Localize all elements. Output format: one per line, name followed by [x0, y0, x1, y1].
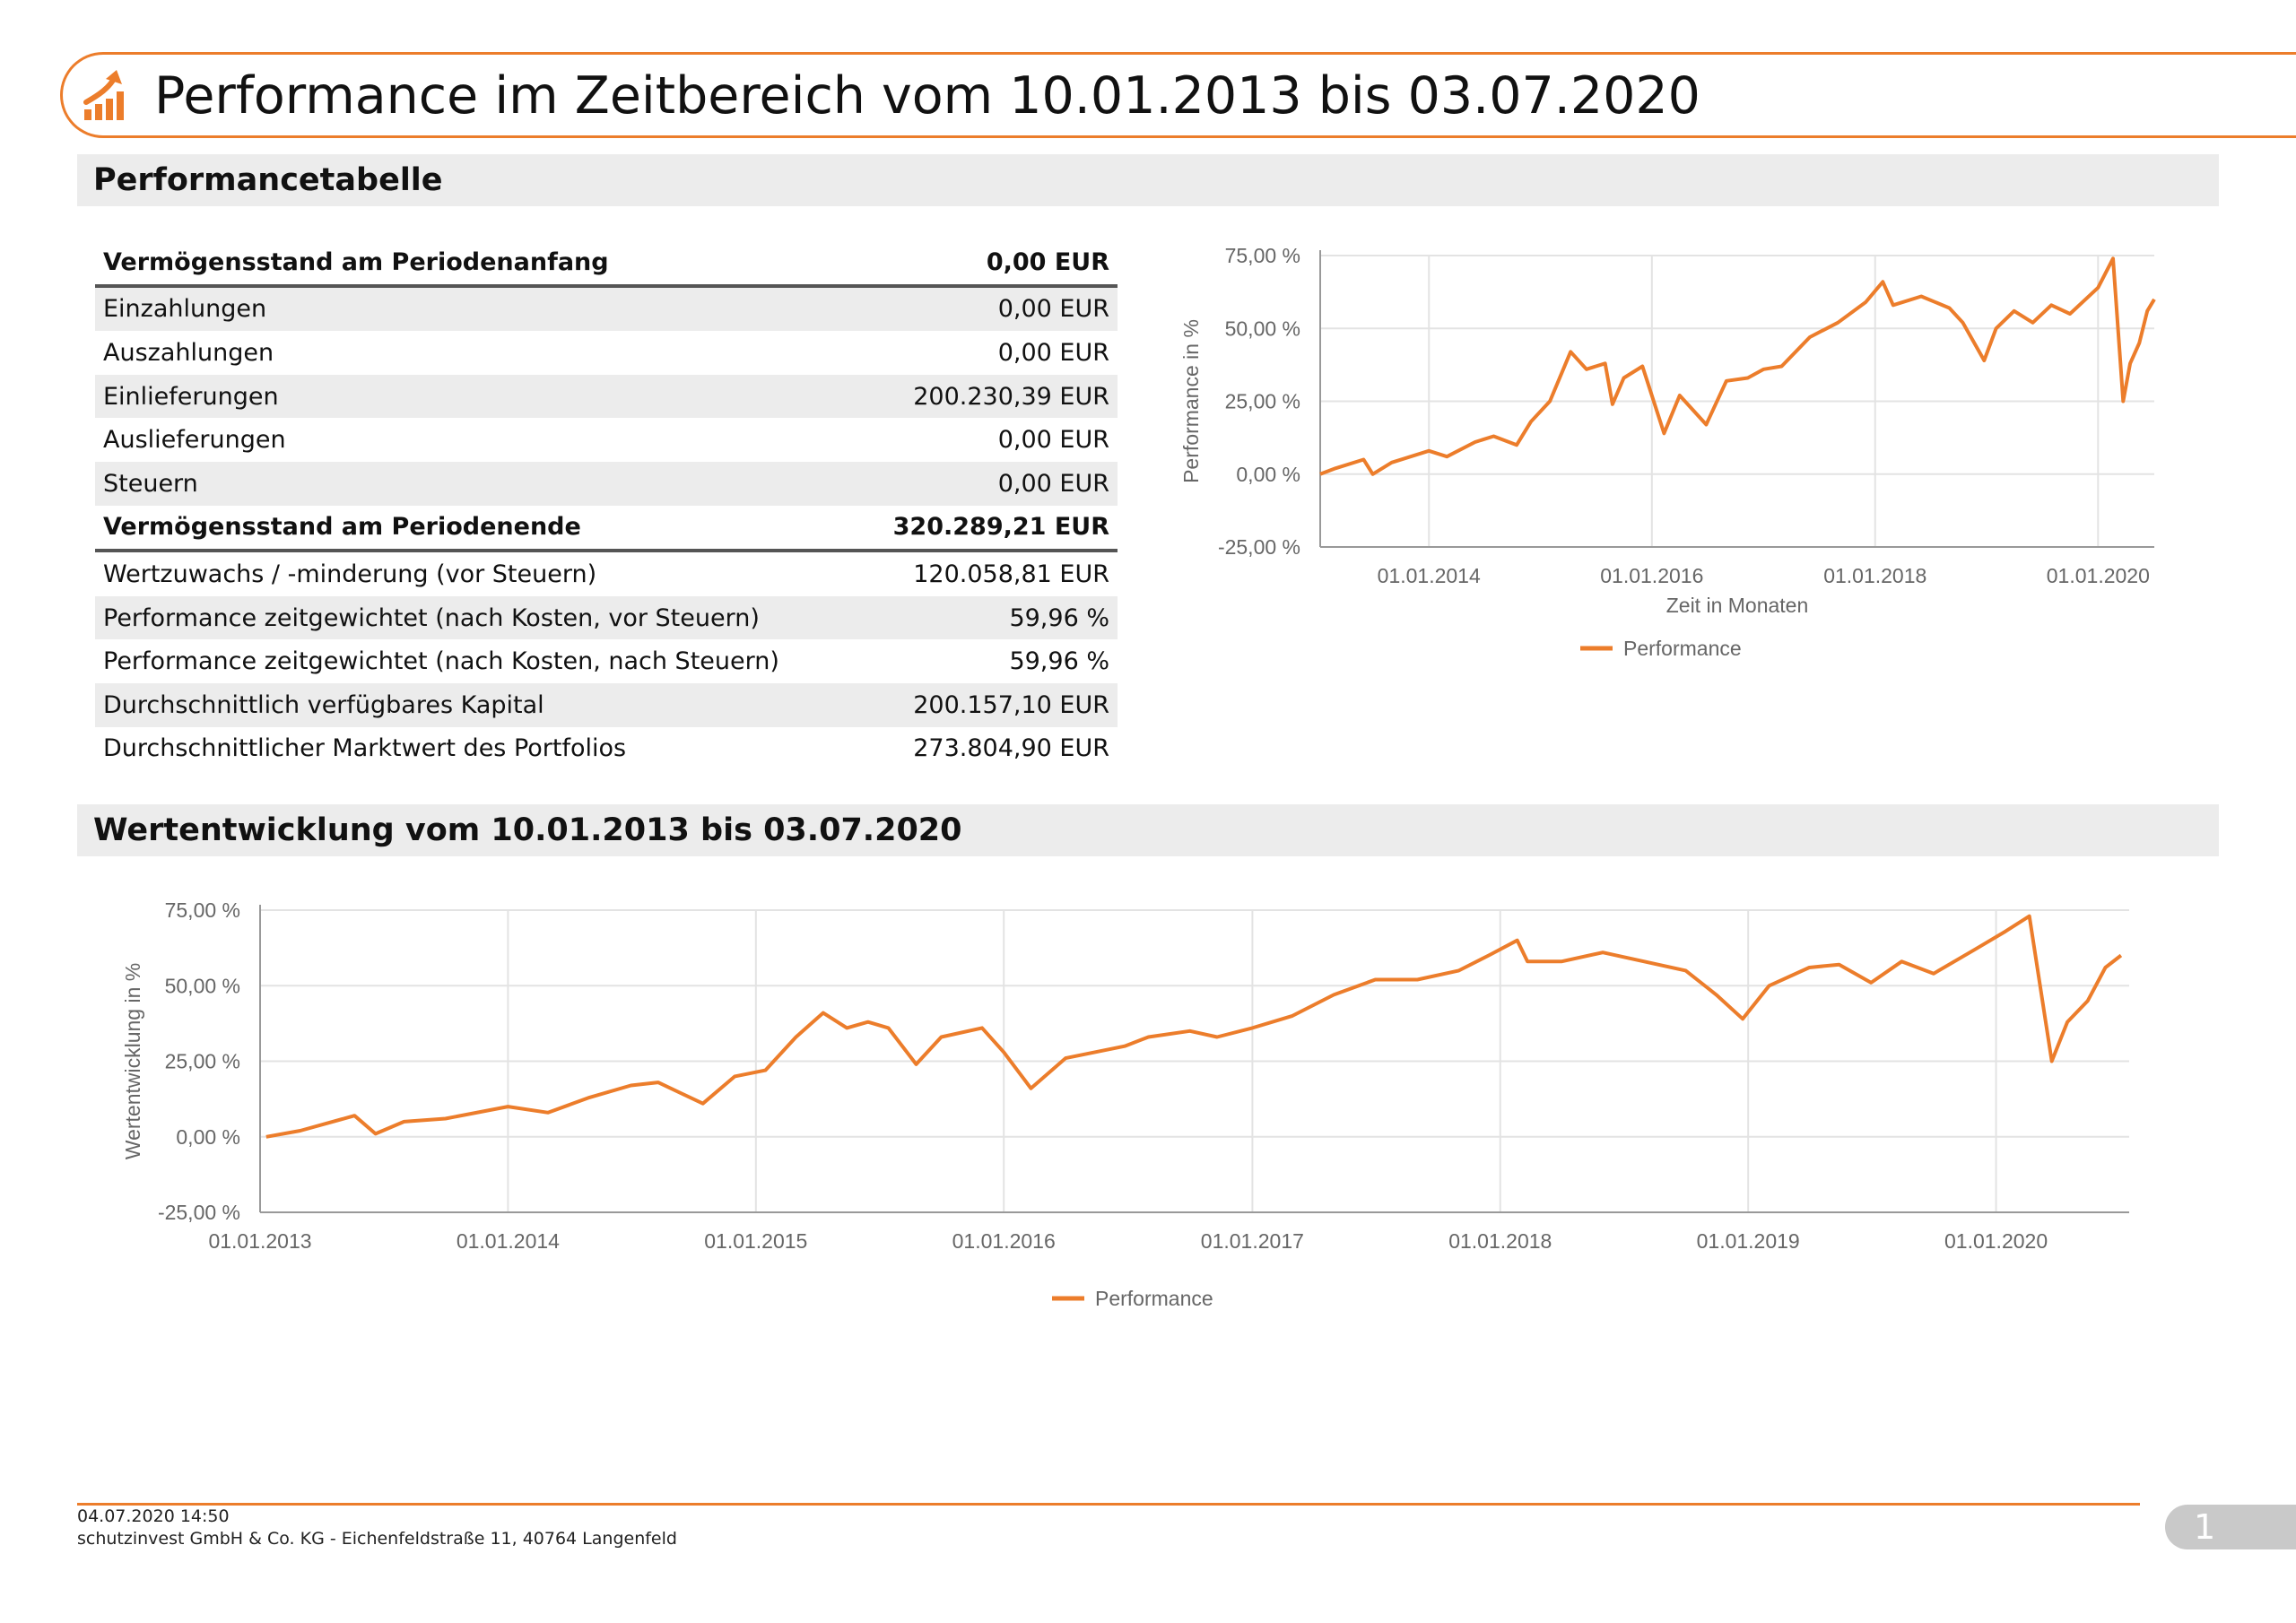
x-tick-label: 01.01.2017 [1201, 1229, 1304, 1253]
page-number: 1 [2194, 1507, 2216, 1547]
x-tick-label: 01.01.2018 [1448, 1229, 1552, 1253]
row-label: Performance zeitgewichtet (nach Kosten, … [95, 595, 861, 640]
y-tick-label: 25,00 % [165, 1050, 240, 1073]
row-value: 273.804,90 EUR [913, 734, 1109, 763]
series-line-performance [1319, 256, 2156, 476]
row-value: 0,00 EUR [997, 426, 1109, 455]
section-title: Wertentwicklung vom 10.01.2013 bis 03.07… [93, 812, 962, 848]
table-row: Auszahlungen 0,00 EUR [95, 331, 1118, 375]
row-value: 59,96 % [1009, 647, 1109, 676]
series-line-performance [265, 914, 2123, 1139]
table-row: Einlieferungen 200.230,39 EUR [95, 374, 1118, 419]
x-tick-label: 01.01.2015 [704, 1229, 807, 1253]
row-value: 0,00 EUR [860, 285, 1118, 332]
x-tick-label: 01.01.2020 [2047, 564, 2150, 587]
title-frame [60, 52, 2296, 138]
table-row: Performance zeitgewichtet (nach Kosten, … [95, 595, 1118, 640]
x-tick-label: 01.01.2014 [457, 1229, 560, 1253]
row-label: Steuern [95, 461, 861, 506]
table-row: Steuern 0,00 EUR [95, 461, 1118, 506]
row-label: Durchschnittlich verfügbares Kapital [95, 682, 861, 727]
row-label: Auslieferungen [103, 426, 286, 455]
row-value: 200.157,10 EUR [860, 682, 1118, 727]
row-value: 59,96 % [860, 595, 1118, 640]
x-tick-label: 01.01.2013 [208, 1229, 311, 1253]
row-value: 200.230,39 EUR [860, 374, 1118, 419]
row-value: 0,00 EUR [997, 338, 1109, 367]
page-title: Performance im Zeitbereich vom 10.01.201… [154, 66, 1700, 126]
x-tick-label: 01.01.2014 [1378, 564, 1481, 587]
footer-timestamp: 04.07.2020 14:50 [77, 1506, 230, 1526]
row-value: 120.058,81 EUR [913, 560, 1109, 588]
footer-company: schutzinvest GmbH & Co. KG - Eichenfelds… [77, 1529, 677, 1549]
row-label: Einzahlungen [95, 285, 861, 332]
y-tick-label: 75,00 % [1225, 244, 1300, 267]
y-tick-label: -25,00 % [1218, 535, 1300, 559]
page-number-badge: 1 [2165, 1505, 2296, 1549]
row-value: 0,00 EUR [860, 240, 1118, 288]
table-row: Auslieferungen 0,00 EUR [95, 418, 1118, 462]
row-label: Durchschnittlicher Marktwert des Portfol… [103, 734, 627, 763]
table-row: Performance zeitgewichtet (nach Kosten, … [95, 639, 1118, 683]
table-row: Durchschnittlicher Marktwert des Portfol… [95, 727, 1118, 771]
legend-label: Performance [1623, 637, 1742, 660]
y-tick-label: 0,00 % [176, 1125, 240, 1149]
row-label: Auszahlungen [103, 338, 274, 367]
y-tick-label: 50,00 % [1225, 317, 1300, 340]
section-header-value-development: Wertentwicklung vom 10.01.2013 bis 03.07… [77, 804, 2219, 856]
table-row: Vermögensstand am Periodenende 320.289,21… [95, 505, 1118, 553]
x-tick-label: 01.01.2016 [1600, 564, 1703, 587]
section-header-performance-table: Performancetabelle [77, 154, 2219, 206]
footer-divider [77, 1503, 2140, 1506]
x-axis-label: Zeit in Monaten [1666, 594, 1809, 617]
x-tick-label: 01.01.2019 [1697, 1229, 1800, 1253]
x-tick-label: 01.01.2016 [952, 1229, 1056, 1253]
row-value: 0,00 EUR [860, 461, 1118, 506]
row-label: Vermögensstand am Periodenende [95, 505, 861, 553]
y-axis-label: Performance in % [1179, 319, 1203, 483]
y-tick-label: 50,00 % [165, 974, 240, 997]
row-label: Performance zeitgewichtet (nach Kosten, … [103, 647, 779, 676]
growth-chart-arrow-icon [83, 70, 124, 120]
table-row: Vermögensstand am Periodenanfang 0,00 EUR [95, 240, 1118, 288]
section-title: Performancetabelle [93, 162, 443, 198]
row-label: Vermögensstand am Periodenanfang [95, 240, 861, 288]
table-row: Wertzuwachs / -minderung (vor Steuern) 12… [95, 551, 1118, 596]
table-row: Einzahlungen 0,00 EUR [95, 285, 1118, 332]
y-tick-label: 0,00 % [1236, 463, 1300, 486]
y-tick-label: -25,00 % [158, 1201, 240, 1224]
row-value: 320.289,21 EUR [860, 505, 1118, 553]
y-tick-label: 25,00 % [1225, 390, 1300, 413]
performance-table: Vermögensstand am Periodenanfang 0,00 EUR… [95, 240, 1118, 770]
table-row: Durchschnittlich verfügbares Kapital 200.… [95, 682, 1118, 727]
performance-chart-small: 75,00 % 50,00 % 25,00 % 0,00 % -25,00 % 01.01… [1179, 244, 2156, 660]
row-label: Einlieferungen [95, 374, 861, 419]
y-tick-label: 75,00 % [165, 898, 240, 922]
row-label: Wertzuwachs / -minderung (vor Steuern) [103, 560, 597, 588]
x-tick-label: 01.01.2018 [1823, 564, 1926, 587]
value-development-chart: 75,00 % 50,00 % 25,00 % 0,00 % -25,00 % 01.01… [121, 898, 2129, 1310]
y-axis-label: Wertentwicklung in % [121, 963, 144, 1159]
x-tick-label: 01.01.2020 [1944, 1229, 2048, 1253]
legend-label: Performance [1095, 1287, 1213, 1310]
